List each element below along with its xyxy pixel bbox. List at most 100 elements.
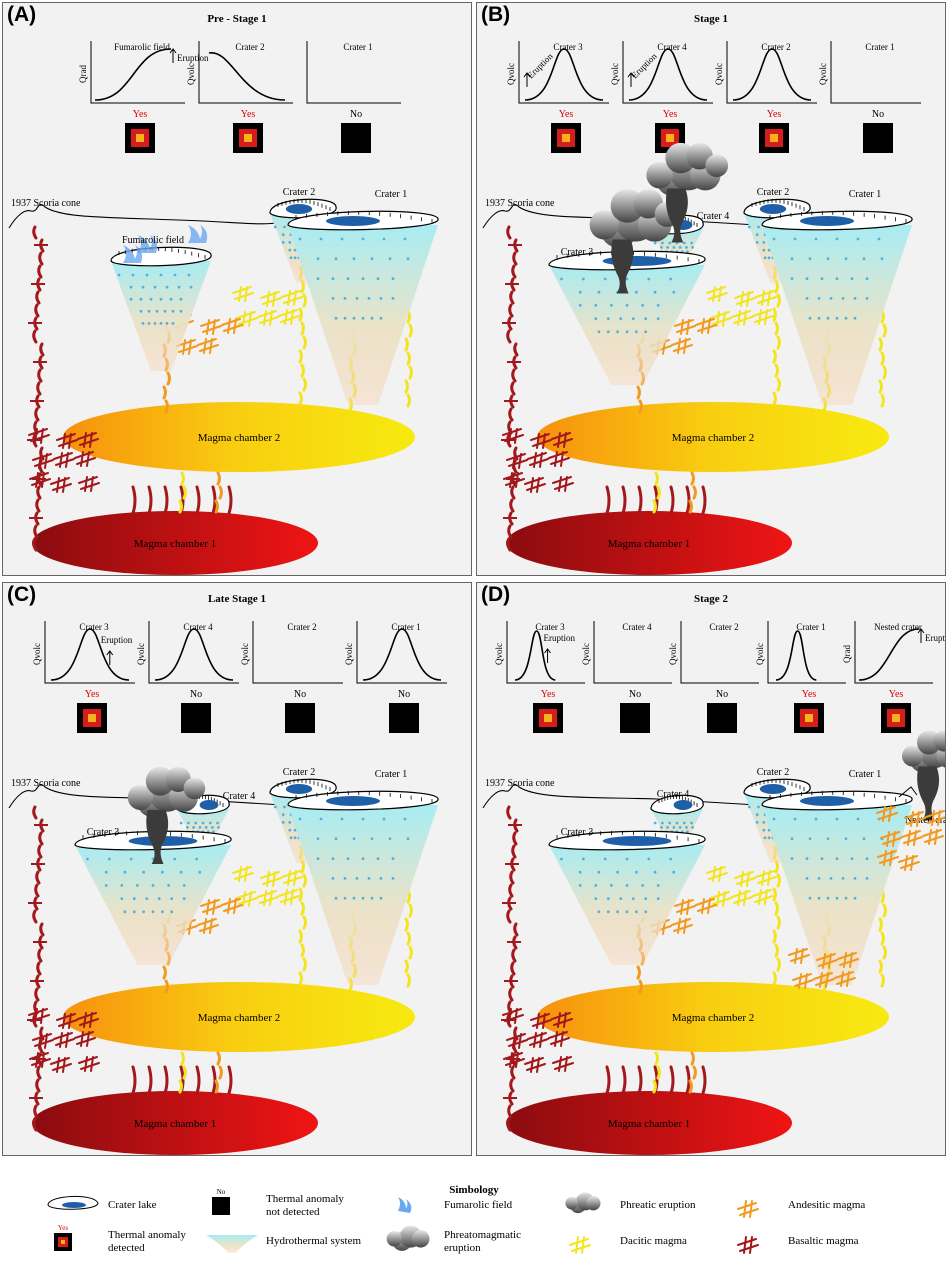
graph-axes (506, 621, 585, 684)
magma-chamber-1-label: Magma chamber 1 (608, 1118, 690, 1130)
crater-1 (287, 210, 439, 405)
thermal-anomaly-box (551, 123, 581, 153)
eruption-label: Eruption (177, 53, 209, 63)
volcano-scene: Magma chamber 2 Magma chamber 1 1937 Scori… (482, 730, 945, 1155)
detection-status: Yes (889, 689, 904, 700)
crater-1-label: Crater 1 (375, 189, 408, 200)
dacitic-magma-network (232, 866, 303, 907)
hydrothermal-system (111, 261, 211, 371)
graph-axes (622, 41, 713, 104)
panel-label: (B) (481, 3, 511, 26)
graph-3: Crater 2 Qvolc Yes (714, 41, 817, 153)
crater-1-label: Crater 1 (849, 769, 882, 780)
graph-curve (362, 628, 442, 681)
terrain-profile (8, 783, 284, 809)
graph-ylabel: Qvolc (136, 643, 146, 665)
graph-axes (198, 41, 293, 104)
phreatomagmatic-plume (127, 766, 206, 864)
legend-label: Phreatomagmatic eruption (444, 1229, 521, 1254)
hydrothermal-bubbles (117, 273, 193, 325)
thermal-anomaly-box (794, 703, 824, 733)
crater-2-label: Crater 2 (757, 767, 790, 778)
graph-axes (830, 41, 921, 104)
graph-title: Crater 1 (796, 622, 825, 632)
basaltic-magma-dike (501, 805, 522, 1132)
graph-title: Crater 4 (657, 42, 687, 52)
magma-chamber-1: Magma chamber 1 (506, 511, 792, 575)
legend-item-thermal-detected: Yes Thermal anomaly detected (54, 1224, 186, 1254)
crater-1 (287, 790, 439, 985)
graph-title: Crater 3 (553, 42, 583, 52)
eruption-arrow (106, 650, 114, 665)
detection-status: No (629, 689, 641, 700)
detection-status: No (190, 689, 202, 700)
graph-ylabel: Qvolc (344, 643, 354, 665)
graph-axes (854, 621, 933, 684)
graph-title: Crater 3 (79, 622, 109, 632)
panel-c: Crater 3 Qvolc Eruption Yes Crater 4 Qvolc No C… (2, 582, 472, 1156)
andesitic-magma-link (214, 471, 223, 514)
graph-title: Crater 2 (761, 42, 790, 52)
thermal-anomaly-inner (562, 134, 570, 142)
magma-chamber-1-label: Magma chamber 1 (134, 538, 216, 550)
crater-1 (761, 790, 913, 985)
eruption-label: Eruption (544, 633, 576, 643)
eruption-label: Eruption (925, 633, 946, 643)
graph-3: Crater 1 No (306, 41, 401, 153)
magma-chamber-2: Magma chamber 2 (537, 402, 889, 472)
thermal-box (389, 703, 419, 733)
volcano-scene: Magma chamber 2 Magma chamber 1 1937 Scori… (8, 187, 439, 575)
graph-ylabel: Qvolc (818, 63, 828, 85)
graph-3: Crater 2 Qvolc No (668, 621, 759, 733)
crater-lake (326, 796, 380, 806)
magma-chamber-1-label: Magma chamber 1 (608, 538, 690, 550)
graph-title: Crater 3 (535, 622, 565, 632)
graph-5: Nested crater Qrad Eruption Yes (842, 621, 946, 733)
graph-title: Crater 2 (287, 622, 316, 632)
crater-lake (759, 784, 787, 794)
andesitic-magma-link (688, 1051, 697, 1094)
rim-hatches (556, 830, 700, 843)
magma-chamber-1: Magma chamber 1 (32, 1091, 318, 1155)
graph-axes (518, 41, 609, 104)
thermal-anomaly-box (341, 123, 371, 153)
graph-title: Crater 2 (235, 42, 264, 52)
magma-chamber-2: Magma chamber 2 (63, 982, 415, 1052)
detection-status: No (350, 109, 362, 120)
graph-ylabel: Qvolc (32, 643, 42, 665)
crater-2-label: Crater 2 (757, 187, 790, 198)
thermal-not-detected-icon (212, 1197, 230, 1215)
andesitic-magma-link (688, 471, 697, 514)
crater-lake (285, 204, 313, 214)
basaltic-magma-feeders (131, 1065, 233, 1095)
legend-label: Andesitic magma (788, 1199, 865, 1211)
magma-chamber-2: Magma chamber 2 (537, 982, 889, 1052)
thermal-box (707, 703, 737, 733)
terrain-profile (8, 203, 276, 229)
crater-lake-icon (47, 1195, 99, 1210)
magma-chamber-2: Magma chamber 2 (63, 402, 415, 472)
legend-label: Crater lake (108, 1199, 157, 1211)
graph-4: Crater 1 Qvolc Yes (755, 621, 846, 733)
hydrothermal-system (75, 845, 231, 965)
legend-label: Thermal anomaly not detected (266, 1193, 344, 1218)
detection-status: No (294, 689, 306, 700)
dacitic-magma-link (178, 1051, 187, 1094)
panel-title: Stage 2 (694, 593, 728, 605)
hydrothermal-system (288, 805, 438, 985)
panel-b: Crater 3 Qvolc Eruption Yes Crater 4 Qvolc Eru… (476, 2, 946, 576)
graph-2: Crater 2 Qvolc Yes (186, 41, 293, 153)
graph-curve (775, 630, 817, 681)
basaltic-magma-network (502, 428, 574, 493)
graph-4: Crater 1 Qvolc No (344, 621, 447, 733)
graph-ylabel: Qvolc (714, 63, 724, 85)
scoria-cone-label: 1937 Scoria cone (485, 198, 555, 209)
rim-hatches (769, 790, 907, 803)
phreatic-plume (646, 142, 729, 243)
nested-crater-plume (902, 730, 945, 821)
graph-axes (593, 621, 672, 684)
